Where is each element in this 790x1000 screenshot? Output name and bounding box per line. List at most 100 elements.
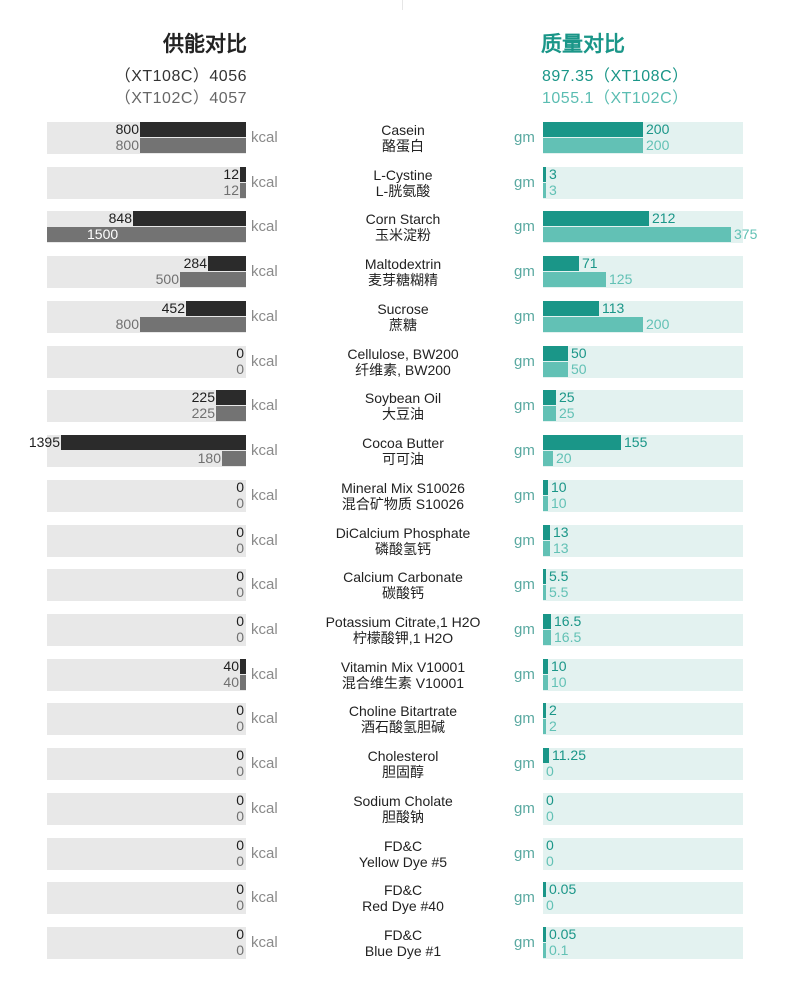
gm-row-background [543,927,743,959]
gm-bar-xt102c [543,674,548,690]
gm-bar-xt108c [543,524,550,540]
kcal-unit-label: kcal [251,710,278,728]
gm-bar-xt108c [543,658,548,674]
ingredient-name-cn: 碳酸钙 [382,585,424,602]
gm-bar-xt108c [543,882,546,898]
ingredient-name-en: Potassium Citrate,1 H2O [325,613,481,630]
gm-bar-xt102c [543,182,546,198]
gm-unit-label: gm [514,442,535,459]
gm-value-xt102c: 25 [559,405,575,422]
kcal-value-xt108c: 848 [108,210,132,227]
ingredient-name-en: Maltodextrin [364,256,442,273]
kcal-value-xt108c: 0 [236,478,244,495]
kcal-unit-label: kcal [251,173,278,191]
kcal-value-xt102c: 0 [236,942,244,958]
kcal-row-background [47,927,246,959]
kcal-unit-label: kcal [251,844,278,862]
ingredient-row: 0 0 kcal DiCalcium Phosphate 磷酸氢钙 gm 13 13 [0,523,790,557]
mass-total-xt108c: 897.35（XT108C） [542,68,689,85]
kcal-value-xt102c: 0 [236,718,244,735]
ingredient-row: 452 800 kcal Sucrose 蔗糖 gm 113 200 [0,299,790,333]
gm-value-xt108c: 50 [571,344,587,361]
gm-value-xt102c: 10 [551,673,567,690]
kcal-value-xt108c: 0 [236,568,244,585]
ingredient-name-en: Cholesterol [367,748,439,765]
ingredient-name-cn: 玉米淀粉 [375,227,431,244]
gm-value-xt108c: 212 [652,210,676,227]
gm-unit-label: gm [514,665,535,683]
gm-value-xt108c: 10 [551,657,567,674]
kcal-value-xt102c: 0 [236,852,244,869]
kcal-bar-xt108c [208,256,246,272]
gm-value-xt108c: 11.25 [552,747,586,764]
mass-total-xt102c: 1055.1（XT102C） [542,90,689,107]
gm-bar-xt102c [543,451,553,466]
kcal-value-xt108c: 0 [236,702,244,719]
kcal-row-background [47,792,246,825]
gm-value-xt108c: 2 [549,702,557,719]
gm-value-xt102c: 16.5 [554,628,582,645]
gm-value-xt102c: 0 [546,807,554,824]
gm-bar-xt108c [543,703,546,719]
kcal-bar-xt102c [140,316,246,332]
ingredient-row: 12 12 kcal L-Cystine L-胱氨酸 gm 3 3 [0,166,790,199]
kcal-value-xt108c: 0 [236,523,244,540]
kcal-value-xt108c: 0 [236,747,244,764]
gm-bar-xt102c [543,227,731,243]
ingredient-row: 0 0 kcal Mineral Mix S10026 混合矿物质 S10026 gm 10… [0,478,790,512]
gm-bar-xt102c [543,540,550,556]
gm-value-xt102c: 0 [546,897,554,914]
gm-unit-label: gm [514,397,535,415]
gm-row-background [543,837,743,870]
ingredient-name-en: L-Cystine [373,166,433,183]
ingredient-name-cn: Yellow Dye #5 [358,853,448,870]
energy-total-xt102c: （XT102C）4057 [114,90,247,107]
gm-unit-label: gm [514,486,535,504]
ingredient-name: Cholesterol 胆固醇 [288,748,518,780]
gm-value-xt108c: 200 [646,121,670,137]
kcal-bar-xt102c [47,227,246,243]
kcal-value-xt102c: 180 [197,450,221,466]
kcal-unit-label: kcal [251,934,278,951]
ingredient-name-en: Vitamin Mix V10001 [340,658,466,675]
kcal-bar-xt102c [240,182,246,198]
ingredient-row: 0 0 kcal Potassium Citrate,1 H2O 柠檬酸钾,1 H2O g… [0,612,790,646]
ingredient-name-cn: 蔗糖 [389,316,417,333]
gm-unit-label: gm [514,263,535,281]
gm-value-xt108c: 0 [546,791,554,808]
kcal-value-xt108c: 40 [223,657,239,674]
ingredient-name: Maltodextrin 麦芽糖糊精 [288,256,518,288]
ingredient-name-cn: Red Dye #40 [362,898,444,915]
ingredient-name: Sucrose 蔗糖 [288,301,518,333]
ingredient-name-en: Corn Starch [365,211,441,228]
kcal-unit-label: kcal [251,397,278,415]
ingredient-name-en: FD&C [383,927,423,943]
kcal-bar-xt102c [240,674,246,690]
kcal-unit-label: kcal [251,352,278,370]
kcal-bar-xt108c [240,166,246,182]
gm-value-xt102c: 13 [553,539,569,556]
gm-bar-xt108c [543,748,549,764]
ingredient-name: Vitamin Mix V10001 混合维生素 V10001 [288,659,518,691]
kcal-bar-xt108c [216,390,246,406]
ingredient-row: 0 0 kcal FD&C Blue Dye #1 gm 0.05 0.1 [0,927,790,959]
kcal-value-xt102c: 500 [155,271,179,288]
gm-value-xt108c: 113 [602,299,625,316]
gm-bar-xt102c [543,316,643,332]
kcal-value-xt102c: 0 [236,360,244,377]
ingredient-row: 0 0 kcal FD&C Yellow Dye #5 gm 0 0 [0,836,790,870]
ingredient-name: Cellulose, BW200 纤维素, BW200 [288,346,518,378]
kcal-value-xt108c: 284 [183,255,207,272]
ingredient-name-en: Sodium Cholate [353,792,453,809]
ingredient-name-en: FD&C [383,837,423,854]
ingredient-name: Soybean Oil 大豆油 [288,390,518,422]
gm-value-xt108c: 16.5 [554,612,582,629]
kcal-row-background [47,613,246,646]
gm-bar-xt108c [543,122,643,137]
ingredient-name: Casein 酪蛋白 [288,122,518,154]
kcal-bar-xt108c [133,211,246,227]
kcal-row-background [47,837,246,870]
gm-bar-xt102c [543,272,606,288]
kcal-value-xt108c: 0 [236,836,244,853]
kcal-unit-label: kcal [251,799,278,817]
